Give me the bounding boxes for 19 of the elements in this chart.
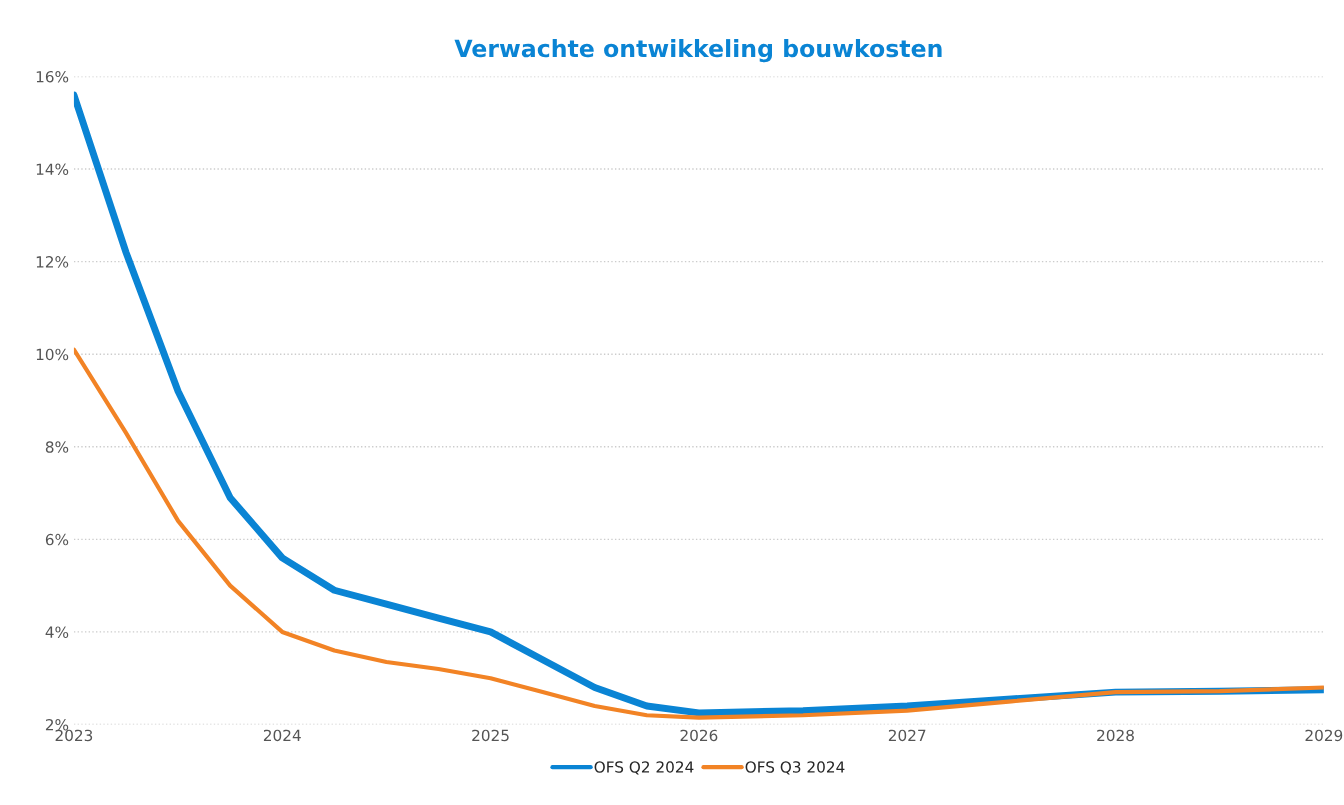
y-tick-label: 16%: [36, 70, 69, 83]
legend-label: OFS Q3 2024: [745, 761, 845, 775]
x-tick-label: 2025: [472, 729, 509, 742]
x-tick-label: 2024: [263, 729, 301, 742]
chart-title: Verwachte ontwikkeling bouwkosten: [454, 39, 942, 63]
y-tick-label: 8%: [45, 441, 69, 453]
line-series: [73, 347, 1324, 720]
x-tick-label: 2029: [1305, 729, 1343, 742]
y-tick-label: 10%: [36, 348, 69, 361]
y-tick-label: 12%: [36, 256, 69, 268]
x-tick-label: 2026: [680, 729, 718, 742]
y-tick-label: 14%: [36, 163, 69, 176]
y-tick-label: 6%: [45, 533, 69, 546]
x-tick-label: 2023: [55, 729, 93, 742]
x-tick-label: 2027: [888, 729, 926, 742]
legend-label: OFS Q2 2024: [594, 761, 694, 775]
x-tick-label: 2028: [1097, 729, 1134, 742]
y-tick-label: 2%: [45, 718, 69, 731]
y-tick-label: 4%: [45, 626, 69, 638]
